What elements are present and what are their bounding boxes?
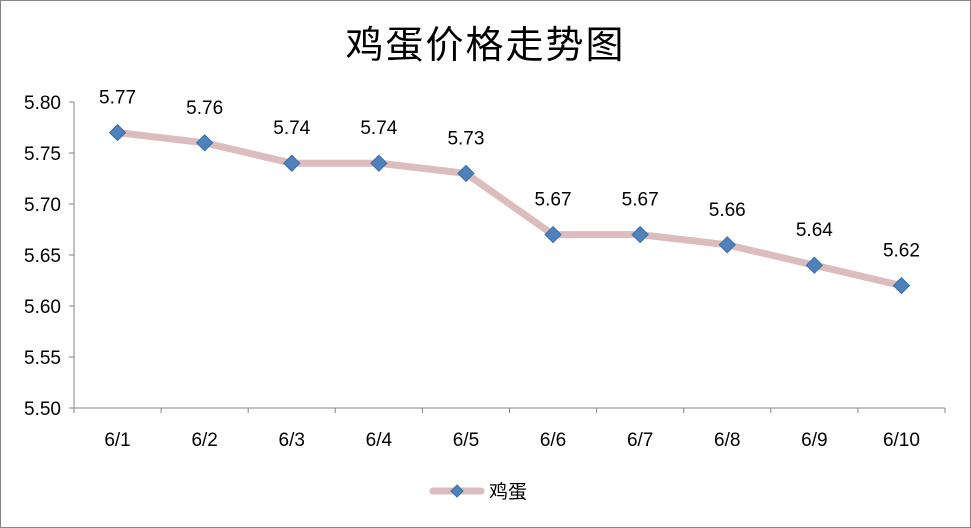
data-point-marker [631,225,649,244]
y-tick-label: 5.50 [24,399,61,420]
data-label: 5.74 [273,118,310,139]
x-tick-label: 6/1 [104,430,130,451]
data-label: 5.67 [535,190,572,211]
data-label: 5.67 [622,190,659,211]
x-tick-label: 6/6 [540,430,566,451]
y-tick-label: 5.60 [24,297,61,318]
legend-label: 鸡蛋 [489,481,527,503]
series-line [114,129,905,290]
x-tick-label: 6/7 [627,430,653,451]
x-axis: 6/1 6/2 6/3 6/4 6/5 6/6 6/7 6/8 6/9 6/10 [73,407,946,451]
data-label: 5.62 [883,241,920,262]
x-tick-label: 6/8 [714,430,740,451]
x-tick-label: 6/9 [801,430,827,451]
data-point-marker [108,123,127,142]
data-point-marker [892,276,911,295]
data-point-marker [457,164,475,183]
y-axis: 5.50 5.55 5.60 5.65 5.70 5.75 5.80 [24,93,75,420]
data-point-marker [544,225,562,244]
data-point-marker [283,154,301,172]
data-label: 5.77 [99,88,136,109]
x-tick-label: 6/4 [366,430,393,451]
y-tick-label: 5.55 [24,348,61,369]
data-labels: 5.77 5.76 5.74 5.74 5.73 5.67 5.67 5.66 5.64 5.62 [99,88,920,262]
data-label: 5.64 [796,220,833,241]
y-tick-label: 5.80 [24,93,61,114]
data-point-marker [195,134,214,152]
data-point-marker [718,236,736,254]
y-tick-label: 5.75 [24,144,61,165]
x-tick-label: 6/5 [453,430,479,451]
legend-marker-icon [450,484,464,498]
series-egg [108,123,911,295]
data-point-marker [370,154,388,172]
x-tick-label: 6/3 [279,430,305,451]
legend: 鸡蛋 [429,481,527,503]
data-label: 5.76 [186,98,223,119]
data-label: 5.74 [360,118,397,139]
chart-title: 鸡蛋价格走势图 [345,23,626,67]
data-point-marker [805,256,824,274]
y-tick-label: 5.65 [24,246,61,267]
data-label: 5.73 [447,128,484,149]
y-tick-label: 5.70 [24,195,61,216]
x-tick-label: 6/2 [191,430,217,451]
x-tick-label: 6/10 [883,430,920,451]
data-label: 5.66 [709,200,746,221]
